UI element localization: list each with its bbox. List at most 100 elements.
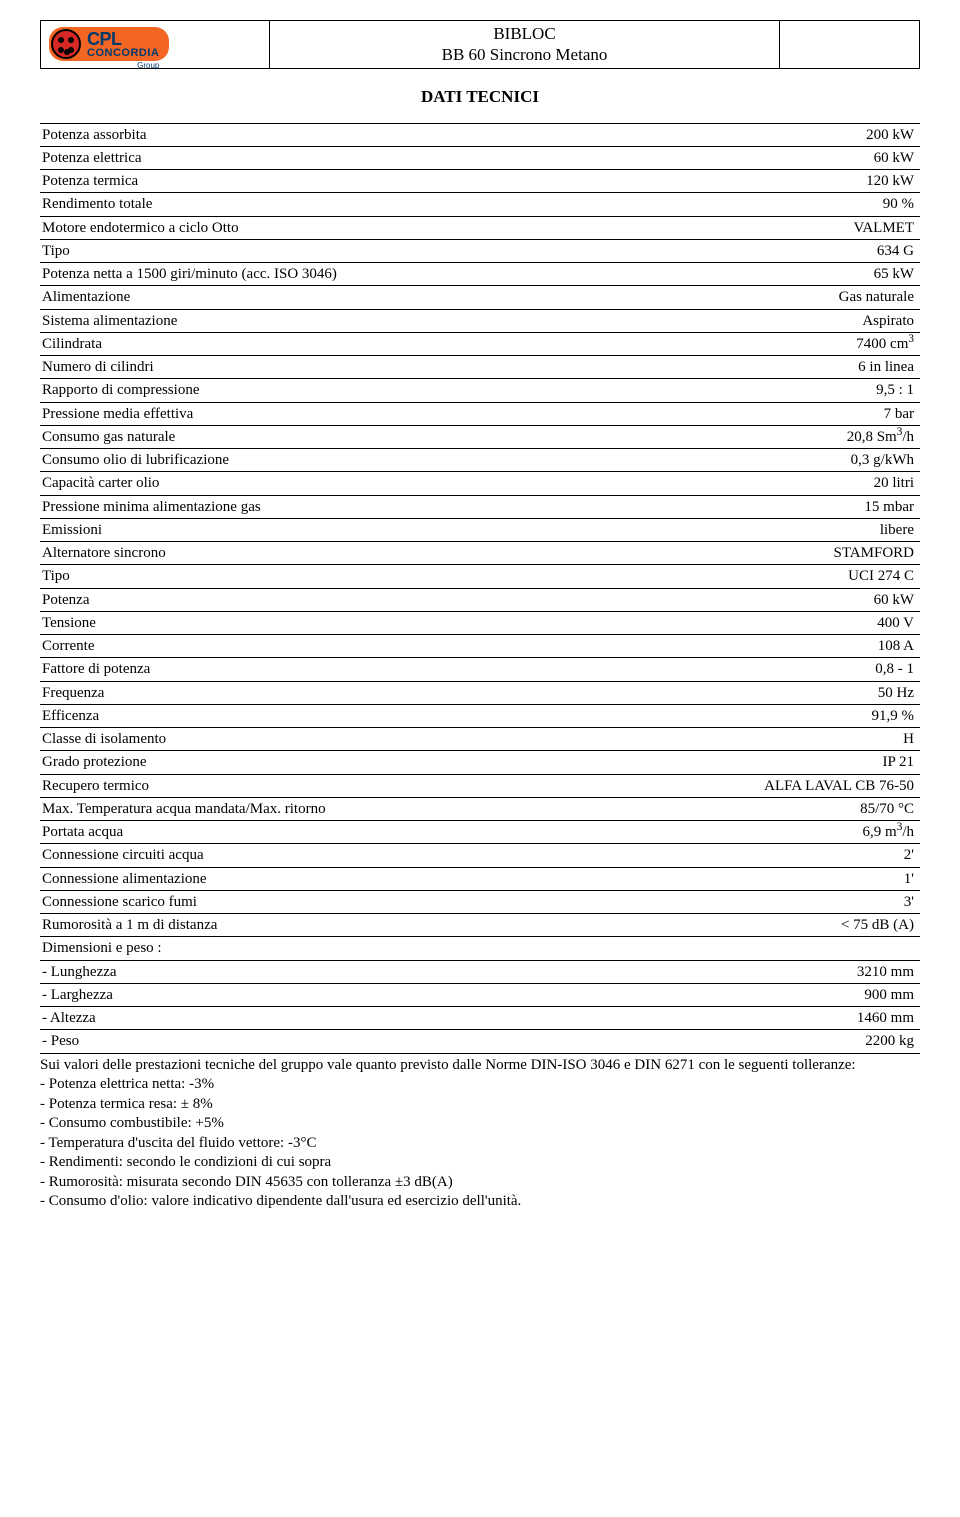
logo-text-main: CPL bbox=[87, 30, 159, 48]
table-row: Numero di cilindri6 in linea bbox=[40, 356, 920, 379]
spec-value: 6,9 m3/h bbox=[618, 821, 920, 844]
table-row: Rendimento totale90 % bbox=[40, 193, 920, 216]
spec-value: 60 kW bbox=[618, 588, 920, 611]
table-row: Frequenza50 Hz bbox=[40, 681, 920, 704]
spec-value: 2' bbox=[618, 844, 920, 867]
table-row: Pressione minima alimentazione gas15 mba… bbox=[40, 495, 920, 518]
spec-label: Corrente bbox=[40, 635, 618, 658]
table-row: Rumorosità a 1 m di distanza< 75 dB (A) bbox=[40, 914, 920, 937]
spec-value: 2200 kg bbox=[618, 1030, 920, 1053]
spec-label: Tipo bbox=[40, 239, 618, 262]
table-row: Rapporto di compressione9,5 : 1 bbox=[40, 379, 920, 402]
spec-value: 3' bbox=[618, 890, 920, 913]
spec-value: H bbox=[618, 728, 920, 751]
spec-label: Portata acqua bbox=[40, 821, 618, 844]
table-row: Emissionilibere bbox=[40, 518, 920, 541]
spec-label: Dimensioni e peso : bbox=[40, 937, 618, 960]
table-row: Max. Temperatura acqua mandata/Max. rito… bbox=[40, 797, 920, 820]
spec-label: - Altezza bbox=[40, 1007, 618, 1030]
spec-value: 900 mm bbox=[618, 983, 920, 1006]
spec-label: Recupero termico bbox=[40, 774, 618, 797]
table-row: Consumo gas naturale20,8 Sm3/h bbox=[40, 425, 920, 448]
spec-value: 200 kW bbox=[618, 123, 920, 146]
note-item: - Potenza termica resa: ± 8% bbox=[40, 1095, 920, 1115]
table-row: - Altezza1460 mm bbox=[40, 1007, 920, 1030]
table-row: - Larghezza900 mm bbox=[40, 983, 920, 1006]
table-row: Pressione media effettiva7 bar bbox=[40, 402, 920, 425]
spec-label: Rapporto di compressione bbox=[40, 379, 618, 402]
spec-label: - Peso bbox=[40, 1030, 618, 1053]
table-row: Tipo634 G bbox=[40, 239, 920, 262]
spec-value: 1' bbox=[618, 867, 920, 890]
spec-value: 65 kW bbox=[618, 263, 920, 286]
spec-label: - Lunghezza bbox=[40, 960, 618, 983]
spec-value: 6 in linea bbox=[618, 356, 920, 379]
table-row: Connessione scarico fumi3' bbox=[40, 890, 920, 913]
notes-list: - Potenza elettrica netta: -3%- Potenza … bbox=[40, 1075, 920, 1212]
table-row: - Lunghezza3210 mm bbox=[40, 960, 920, 983]
ladybug-icon bbox=[51, 29, 81, 59]
table-row: Recupero termicoALFA LAVAL CB 76-50 bbox=[40, 774, 920, 797]
spec-label: Tensione bbox=[40, 611, 618, 634]
document-title-cell: BIBLOC BB 60 Sincrono Metano bbox=[270, 20, 780, 69]
spec-value: 3210 mm bbox=[618, 960, 920, 983]
table-row: Connessione circuiti acqua2' bbox=[40, 844, 920, 867]
spec-value: 634 G bbox=[618, 239, 920, 262]
spec-label: Max. Temperatura acqua mandata/Max. rito… bbox=[40, 797, 618, 820]
spec-value: 0,3 g/kWh bbox=[618, 449, 920, 472]
note-item: - Temperatura d'uscita del fluido vettor… bbox=[40, 1134, 920, 1154]
document-title-line2: BB 60 Sincrono Metano bbox=[278, 44, 771, 65]
spec-label: - Larghezza bbox=[40, 983, 618, 1006]
spec-value: 108 A bbox=[618, 635, 920, 658]
spec-label: Frequenza bbox=[40, 681, 618, 704]
document-header: CPL CONCORDIA Group BIBLOC BB 60 Sincron… bbox=[40, 20, 920, 69]
spec-label: Grado protezione bbox=[40, 751, 618, 774]
table-row: Capacità carter olio20 litri bbox=[40, 472, 920, 495]
table-row: Fattore di potenza0,8 - 1 bbox=[40, 658, 920, 681]
spec-label: Potenza assorbita bbox=[40, 123, 618, 146]
spec-label: Consumo olio di lubrificazione bbox=[40, 449, 618, 472]
spec-value: 91,9 % bbox=[618, 704, 920, 727]
spec-value: 7 bar bbox=[618, 402, 920, 425]
spec-label: Alimentazione bbox=[40, 286, 618, 309]
note-item: - Rendimenti: secondo le condizioni di c… bbox=[40, 1153, 920, 1173]
table-row: Grado protezioneIP 21 bbox=[40, 751, 920, 774]
spec-label: Potenza elettrica bbox=[40, 146, 618, 169]
spec-label: Connessione circuiti acqua bbox=[40, 844, 618, 867]
spec-label: Connessione scarico fumi bbox=[40, 890, 618, 913]
table-row: Efficenza91,9 % bbox=[40, 704, 920, 727]
note-item: - Rumorosità: misurata secondo DIN 45635… bbox=[40, 1173, 920, 1193]
table-row: Portata acqua6,9 m3/h bbox=[40, 821, 920, 844]
spec-value: < 75 dB (A) bbox=[618, 914, 920, 937]
spec-value: IP 21 bbox=[618, 751, 920, 774]
table-row: Tensione400 V bbox=[40, 611, 920, 634]
table-row: Consumo olio di lubrificazione0,3 g/kWh bbox=[40, 449, 920, 472]
table-row: Potenza netta a 1500 giri/minuto (acc. I… bbox=[40, 263, 920, 286]
spec-value: 0,8 - 1 bbox=[618, 658, 920, 681]
note-item: - Consumo combustibile: +5% bbox=[40, 1114, 920, 1134]
spec-label: Motore endotermico a ciclo Otto bbox=[40, 216, 618, 239]
spec-label: Potenza termica bbox=[40, 170, 618, 193]
spec-value: STAMFORD bbox=[618, 542, 920, 565]
spec-label: Pressione media effettiva bbox=[40, 402, 618, 425]
spec-value: ALFA LAVAL CB 76-50 bbox=[618, 774, 920, 797]
spec-value: 15 mbar bbox=[618, 495, 920, 518]
table-row: Cilindrata7400 cm3 bbox=[40, 332, 920, 355]
table-row: Potenza elettrica60 kW bbox=[40, 146, 920, 169]
note-item: - Potenza elettrica netta: -3% bbox=[40, 1075, 920, 1095]
table-row: Connessione alimentazione1' bbox=[40, 867, 920, 890]
spec-value: Aspirato bbox=[618, 309, 920, 332]
logo-text: CPL CONCORDIA bbox=[87, 30, 159, 59]
spec-label: Sistema alimentazione bbox=[40, 309, 618, 332]
section-title: DATI TECNICI bbox=[40, 87, 920, 107]
spec-value: VALMET bbox=[618, 216, 920, 239]
table-row: Potenza termica120 kW bbox=[40, 170, 920, 193]
spec-label: Tipo bbox=[40, 565, 618, 588]
table-row: Alternatore sincronoSTAMFORD bbox=[40, 542, 920, 565]
table-row: - Peso2200 kg bbox=[40, 1030, 920, 1053]
header-spacer bbox=[780, 20, 920, 69]
spec-label: Fattore di potenza bbox=[40, 658, 618, 681]
spec-label: Alternatore sincrono bbox=[40, 542, 618, 565]
spec-label: Potenza netta a 1500 giri/minuto (acc. I… bbox=[40, 263, 618, 286]
spec-label: Efficenza bbox=[40, 704, 618, 727]
